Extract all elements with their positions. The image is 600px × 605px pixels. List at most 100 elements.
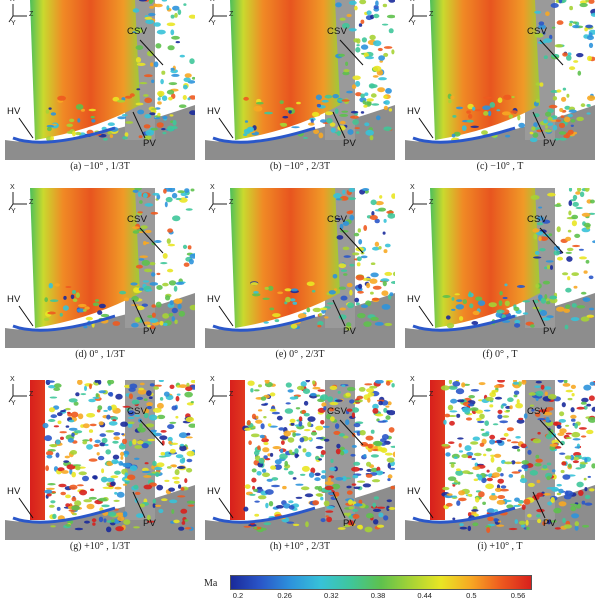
mach-contour-body	[30, 188, 140, 328]
axis-label-x: X	[10, 184, 15, 191]
hv-leader	[218, 305, 234, 327]
axis-label-z: Z	[429, 11, 434, 18]
panel-caption: (f) 0° , T	[482, 349, 518, 360]
panel-caption: (e) 0° , 2/3T	[275, 349, 325, 360]
endwall-surface	[405, 105, 595, 160]
vortex-structures	[243, 0, 395, 141]
mach-contour-body	[430, 380, 445, 520]
endwall-surface	[205, 293, 395, 348]
colorbar-tick: 0.44	[417, 591, 432, 600]
csv-label: CSV	[127, 214, 148, 225]
axis-label-z: Z	[429, 199, 434, 206]
flow-visualization	[205, 380, 395, 540]
panel-caption: (i) +10° , T	[477, 541, 523, 552]
panel-caption: (g) +10° , 1/3T	[69, 541, 131, 552]
horseshoe-vortex	[212, 506, 316, 524]
hv-leader	[418, 305, 434, 327]
vortex-structures	[43, 188, 195, 330]
axis-label-y: Y	[211, 20, 216, 27]
csv-leader	[539, 39, 564, 66]
panel-caption: (h) +10° , 2/3T	[269, 541, 331, 552]
axis-label-x: X	[410, 0, 415, 3]
axis-label-x: X	[410, 376, 415, 383]
pv-label: PV	[543, 326, 557, 337]
axis-label-z: Z	[229, 391, 234, 398]
colorbar-title: Ma	[204, 578, 218, 589]
vortex-panel: X Z Y HV PV CSV (e) 0° , 2/3T	[205, 184, 395, 368]
axis-label-x: X	[10, 376, 15, 383]
csv-leader	[339, 227, 364, 254]
colorbar-tick: 0.2	[232, 591, 244, 600]
hv-label: HV	[7, 486, 21, 497]
mach-contour-body	[230, 380, 245, 520]
axis-triad-icon	[208, 384, 227, 403]
flow-visualization	[405, 380, 595, 540]
axis-label-y: Y	[211, 208, 216, 215]
hv-label: HV	[7, 106, 21, 117]
axis-triad-icon	[208, 192, 227, 211]
endwall-surface	[5, 105, 195, 160]
csv-leader	[539, 227, 564, 254]
panel-caption: (d) 0° , 1/3T	[75, 349, 125, 360]
endwall-surface	[205, 105, 395, 160]
hv-leader	[418, 117, 434, 139]
axis-label-y: Y	[11, 20, 16, 27]
axis-label-z: Z	[29, 199, 34, 206]
axis-triad-icon	[8, 4, 27, 23]
colorbar-tick: 0.56	[510, 591, 526, 600]
flow-visualization	[405, 0, 595, 160]
flow-visualization	[5, 188, 195, 348]
axis-label-x: X	[10, 0, 15, 3]
axis-label-y: Y	[411, 20, 416, 27]
hv-label: HV	[407, 294, 421, 305]
pv-label: PV	[143, 138, 157, 149]
vortex-panel: X Z Y HV PV CSV (b) −10° , 2/3T	[205, 0, 395, 180]
vortex-panel: X Z Y HV PV CSV (g) +10° , 1/3T	[5, 376, 195, 560]
csv-label: CSV	[527, 26, 548, 37]
horseshoe-vortex	[412, 506, 516, 524]
hv-leader	[18, 305, 34, 327]
colorbar-tick: 0.5	[466, 591, 477, 600]
hv-label: HV	[207, 106, 221, 117]
csv-leader	[339, 419, 364, 446]
pv-label: PV	[143, 326, 157, 337]
colorbar-tick: 0.32	[324, 591, 339, 600]
axis-label-y: Y	[411, 208, 416, 215]
axis-triad-icon	[8, 192, 27, 211]
endwall-surface	[405, 293, 595, 348]
horseshoe-vortex	[412, 126, 516, 144]
hv-leader	[418, 497, 434, 519]
panel-caption: (c) −10° , T	[476, 161, 524, 172]
flow-visualization	[205, 0, 395, 160]
csv-label: CSV	[327, 214, 348, 225]
colorbar-tick: 0.38	[370, 591, 386, 600]
axis-label-y: Y	[11, 400, 16, 407]
axis-label-y: Y	[411, 400, 416, 407]
flow-visualization	[5, 380, 195, 540]
axis-label-x: X	[210, 184, 215, 191]
csv-label: CSV	[127, 406, 148, 417]
vortex-structures	[242, 380, 395, 533]
pv-label: PV	[343, 518, 357, 529]
vortex-panel: X Z Y HV PV CSV (c) −10° , T	[405, 0, 595, 180]
axis-label-z: Z	[29, 11, 34, 18]
panel-caption: (a) −10° , 1/3T	[70, 161, 130, 172]
pv-leader	[132, 491, 146, 519]
pv-leader	[332, 491, 346, 519]
mach-contour-body	[430, 188, 540, 328]
csv-leader	[339, 39, 364, 66]
mach-contour-body	[430, 0, 540, 140]
axis-label-x: X	[410, 184, 415, 191]
vortex-panel: X Z Y HV PV CSV (d) 0° , 1/3T	[5, 184, 195, 368]
horseshoe-vortex	[212, 126, 316, 144]
hv-label: HV	[407, 106, 421, 117]
panel-caption: (b) −10° , 2/3T	[269, 161, 331, 172]
horseshoe-vortex	[212, 314, 316, 332]
pv-leader	[532, 111, 546, 139]
hv-label: HV	[407, 486, 421, 497]
figure-grid: X Z Y HV PV CSV (a) −10° , 1/3T X Z Y HV PV CSV (b) …	[5, 0, 595, 560]
csv-label: CSV	[327, 26, 348, 37]
pv-label: PV	[543, 518, 557, 529]
horseshoe-vortex	[12, 506, 116, 524]
csv-label: CSV	[327, 406, 348, 417]
